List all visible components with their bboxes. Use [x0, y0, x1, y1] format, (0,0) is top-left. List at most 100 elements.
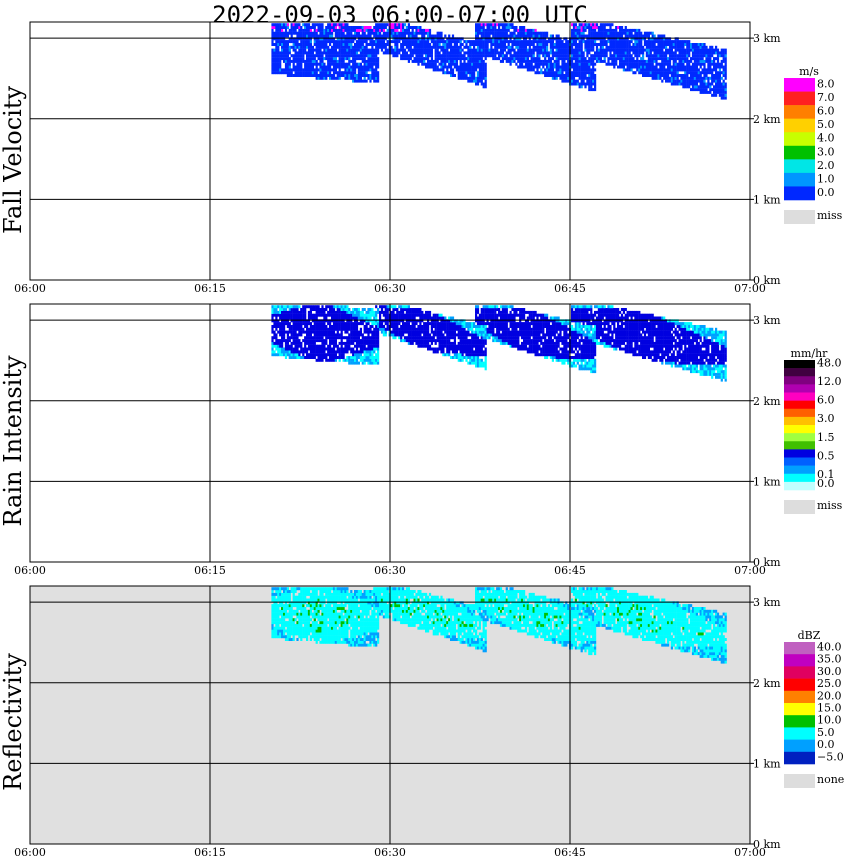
echo-pixel [398, 51, 401, 55]
echo-pixel [453, 74, 456, 77]
echo-pixel [655, 62, 658, 66]
echo-pixel [325, 65, 328, 69]
echo-pixel [357, 361, 360, 365]
echo-pixel [532, 54, 535, 58]
echo-pixel [709, 68, 712, 72]
echo-pixel [352, 341, 355, 345]
echo-pixel [321, 37, 324, 41]
echo-pixel [496, 48, 499, 52]
echo-pixel [294, 74, 297, 77]
colorbar-swatch [784, 91, 815, 106]
echo-pixel [375, 40, 378, 44]
echo-pixel [284, 43, 288, 46]
echo-pixel [382, 319, 385, 323]
echo-pixel [475, 65, 478, 69]
echo-pixel [707, 68, 710, 72]
echo-pixel [680, 82, 683, 86]
echo-pixel [480, 59, 483, 63]
echo-pixel [509, 54, 512, 58]
echo-pixel [475, 23, 478, 27]
echo-pixel [321, 333, 324, 337]
echo-pixel [352, 350, 355, 354]
echo-pixel [346, 316, 349, 320]
echo-pixel [494, 23, 497, 27]
echo-pixel [647, 71, 650, 75]
echo-pixel [334, 23, 337, 27]
echo-pixel [580, 76, 583, 80]
echo-pixel [478, 23, 481, 27]
echo-pixel [640, 34, 643, 38]
echo-pixel [331, 54, 334, 58]
echo-pixel [667, 79, 670, 83]
echo-pixel [403, 336, 407, 340]
echo-pixel [331, 51, 334, 55]
echo-pixel [273, 308, 276, 311]
echo-pixel [350, 333, 353, 337]
echo-pixel [553, 76, 556, 80]
echo-pixel [425, 327, 428, 331]
echo-pixel [354, 48, 357, 52]
echo-pixel [465, 51, 468, 55]
echo-pixel [651, 48, 654, 52]
echo-pixel [553, 54, 556, 58]
echo-pixel [325, 336, 328, 340]
echo-pixel [436, 40, 439, 44]
echo-pixel [546, 62, 549, 66]
echo-pixel [329, 341, 332, 345]
echo-pixel [446, 350, 449, 354]
echo-pixel [471, 48, 474, 52]
echo-pixel [402, 316, 405, 320]
echo-pixel [307, 339, 311, 343]
echo-pixel [277, 31, 280, 35]
echo-pixel [584, 71, 587, 75]
echo-pixel [306, 305, 309, 309]
echo-pixel [354, 350, 357, 354]
echo-pixel [340, 28, 343, 32]
echo-pixel [413, 322, 416, 326]
echo-pixel [482, 54, 485, 58]
echo-pixel [626, 62, 629, 66]
echo-pixel [400, 45, 403, 49]
echo-pixel [547, 68, 551, 72]
echo-pixel [363, 79, 366, 83]
echo-pixel [398, 37, 401, 41]
echo-pixel [329, 358, 332, 362]
echo-pixel [690, 68, 693, 72]
echo-pixel [392, 336, 395, 340]
echo-pixel [402, 305, 405, 309]
echo-pixel [517, 48, 520, 52]
echo-pixel [277, 65, 280, 69]
echo-pixel [438, 313, 441, 317]
echo-pixel [665, 43, 668, 46]
echo-pixel [373, 333, 376, 337]
echo-pixel [567, 45, 570, 49]
echo-pixel [699, 65, 702, 69]
echo-pixel [296, 40, 299, 44]
echo-pixel [423, 45, 426, 49]
echo-pixel [361, 74, 364, 77]
echo-pixel [296, 23, 299, 27]
echo-pixel [413, 319, 416, 323]
echo-pixel [283, 71, 286, 75]
echo-pixel [421, 344, 424, 348]
echo-pixel [369, 361, 372, 365]
echo-pixel [342, 356, 345, 359]
echo-pixel [350, 74, 353, 77]
echo-pixel [701, 48, 704, 52]
echo-pixel [536, 65, 539, 69]
echo-pixel [475, 82, 478, 86]
echo-pixel [382, 325, 385, 328]
echo-pixel [283, 59, 286, 63]
echo-pixel [423, 325, 426, 328]
echo-pixel [494, 48, 497, 52]
echo-pixel [307, 74, 311, 77]
echo-pixel [521, 34, 524, 38]
echo-pixel [284, 313, 288, 317]
echo-pixel [340, 319, 343, 323]
echo-pixel [354, 327, 357, 331]
echo-pixel [355, 325, 359, 328]
echo-pixel [674, 40, 677, 44]
echo-pixel [357, 43, 360, 46]
echo-pixel [394, 54, 397, 58]
colorbar-label: 6.0 [817, 105, 835, 118]
